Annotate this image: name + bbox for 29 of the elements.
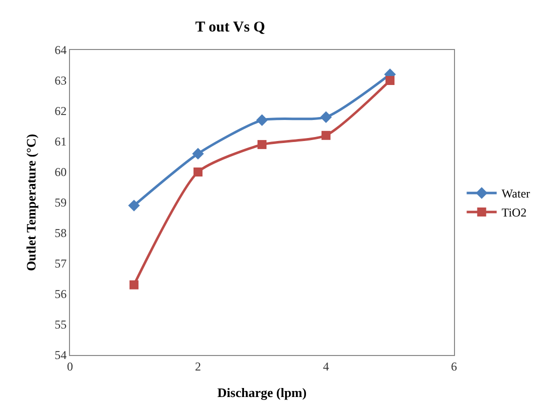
y-tick-label: 56 bbox=[54, 287, 67, 302]
x-tick-label: 4 bbox=[323, 359, 329, 374]
y-tick-label: 59 bbox=[54, 196, 67, 210]
x-tick-label: 0 bbox=[67, 359, 73, 374]
y-axis-title: Outlet Temperature (°C) bbox=[24, 134, 39, 272]
point bbox=[194, 168, 202, 176]
point bbox=[130, 280, 138, 290]
y-tick-label: 62 bbox=[54, 104, 67, 118]
y-tick-label: 60 bbox=[54, 165, 67, 180]
legend-label: Water bbox=[502, 186, 530, 201]
point bbox=[258, 140, 266, 150]
y-tick-label: 55 bbox=[54, 318, 67, 332]
point bbox=[386, 76, 394, 85]
x-tick-label: 6 bbox=[451, 359, 457, 374]
point bbox=[256, 114, 268, 126]
y-tick-label: 64 bbox=[54, 43, 67, 58]
point bbox=[320, 111, 332, 123]
chart-title: T out Vs Q bbox=[195, 19, 266, 36]
x-axis-title: Discharge (lpm) bbox=[217, 385, 307, 400]
y-tick-label: 63 bbox=[54, 74, 67, 88]
point bbox=[322, 130, 330, 140]
y-tick-label: 58 bbox=[54, 226, 67, 240]
y-tick-label: 57 bbox=[54, 256, 67, 271]
point bbox=[128, 200, 140, 212]
x-tick-label: 2 bbox=[195, 359, 201, 374]
point bbox=[192, 148, 204, 160]
y-tick-label: 61 bbox=[54, 134, 67, 149]
legend-label: TiO2 bbox=[502, 206, 527, 220]
y-tick-label: 54 bbox=[54, 348, 67, 362]
